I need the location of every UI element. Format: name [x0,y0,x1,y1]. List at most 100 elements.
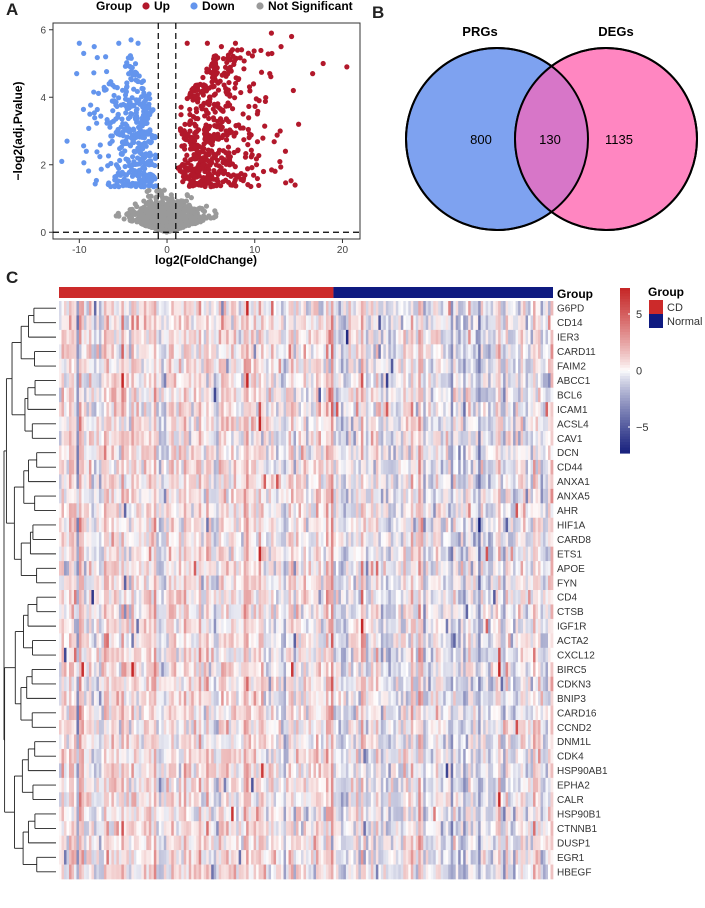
heatmap-cell [523,329,526,345]
heatmap-cell [253,344,257,360]
heatmap-cell [146,517,150,533]
heatmap-cell [480,416,484,432]
heatmap-cell [318,488,322,504]
heatmap-cell [73,301,77,316]
heatmap-cell [490,402,494,417]
heatmap-cell [111,459,115,475]
heatmap-cell [320,315,324,331]
heatmap-cell [523,431,526,446]
heatmap-cell [445,373,449,389]
heatmap-cell [68,315,72,331]
heatmap-cell [231,488,234,504]
heatmap-cell [221,387,225,403]
heatmap-cell [81,488,85,504]
heatmap-cell [328,402,332,417]
heatmap-cell [475,358,479,374]
heatmap-cell [218,344,222,360]
volcano-point-up [253,156,260,162]
heatmap-cell [308,416,312,432]
heatmap-cell [143,503,147,519]
heatmap-cell [71,315,75,331]
heatmap-cell [93,488,97,504]
heatmap-cell [96,503,100,519]
heatmap-cell [325,431,329,446]
heatmap-cell [106,373,110,389]
heatmap-cell [66,488,70,504]
heatmap-cell [408,517,412,533]
heatmap-cell [128,315,132,331]
heatmap-cell [213,416,217,432]
heatmap-cell [243,358,247,374]
heatmap-cell [535,445,539,461]
heatmap-cell [266,503,269,519]
heatmap-cell [226,358,230,374]
heatmap-cell [218,517,222,533]
heatmap-cell [283,358,287,374]
heatmap-cell [181,329,185,345]
heatmap-cell [315,315,319,331]
heatmap-cell [88,503,92,519]
heatmap-cell [96,517,100,533]
heatmap-cell [68,474,72,490]
heatmap-cell [158,344,162,360]
heatmap-cell [73,358,77,374]
heatmap-cell [258,373,262,389]
heatmap-cell [385,459,389,475]
heatmap-cell [328,387,332,403]
volcano-point-down [108,120,114,126]
volcano-point-up [198,157,204,163]
heatmap-cell [236,373,239,389]
heatmap-cell [208,517,212,533]
heatmap-cell [350,373,354,389]
heatmap-cell [410,488,414,504]
heatmap-cell [123,387,127,403]
heatmap-cell [543,503,546,519]
heatmap-cell [268,329,272,345]
heatmap-cell [68,416,72,432]
heatmap-cell [196,517,200,533]
heatmap-cell [445,301,449,316]
heatmap-cell [340,459,344,475]
heatmap-cell [333,517,337,533]
heatmap-cell [146,329,150,345]
heatmap-cell [158,315,162,331]
volcano-point-down [103,54,109,60]
heatmap-cell [458,301,462,316]
heatmap-cell [550,373,554,389]
heatmap-cell [515,445,519,461]
volcano-point-not-significant [206,213,212,219]
heatmap-cell [470,503,474,519]
heatmap-cell [128,387,132,403]
heatmap-cell [470,387,474,403]
heatmap-cell [288,344,292,360]
heatmap-cell [458,315,462,331]
heatmap-cell [485,358,489,374]
heatmap-cell [98,387,102,403]
heatmap-cell [335,402,339,417]
heatmap-cell [415,445,419,461]
heatmap-cell [156,358,160,374]
heatmap-cell [158,402,162,417]
heatmap-cell [248,301,252,316]
heatmap-cell [286,488,289,504]
heatmap-cell [458,474,462,490]
heatmap-cell [413,373,417,389]
heatmap-cell [263,445,267,461]
heatmap-cell [276,373,279,389]
heatmap-cell [468,358,472,374]
heatmap-cell [465,373,469,389]
heatmap-cell [540,488,544,504]
heatmap-cell [343,301,347,316]
heatmap-cell [375,358,379,374]
heatmap-cell [390,387,394,403]
heatmap-cell [523,387,526,403]
heatmap-cell [166,373,170,389]
heatmap-cell [143,517,147,533]
volcano-point-up [292,182,298,188]
heatmap-cell [278,344,282,360]
heatmap-cell [236,344,239,360]
heatmap-cell [183,358,187,374]
heatmap-cell [218,329,222,345]
heatmap-cell [550,329,554,345]
heatmap-cell [428,431,432,446]
